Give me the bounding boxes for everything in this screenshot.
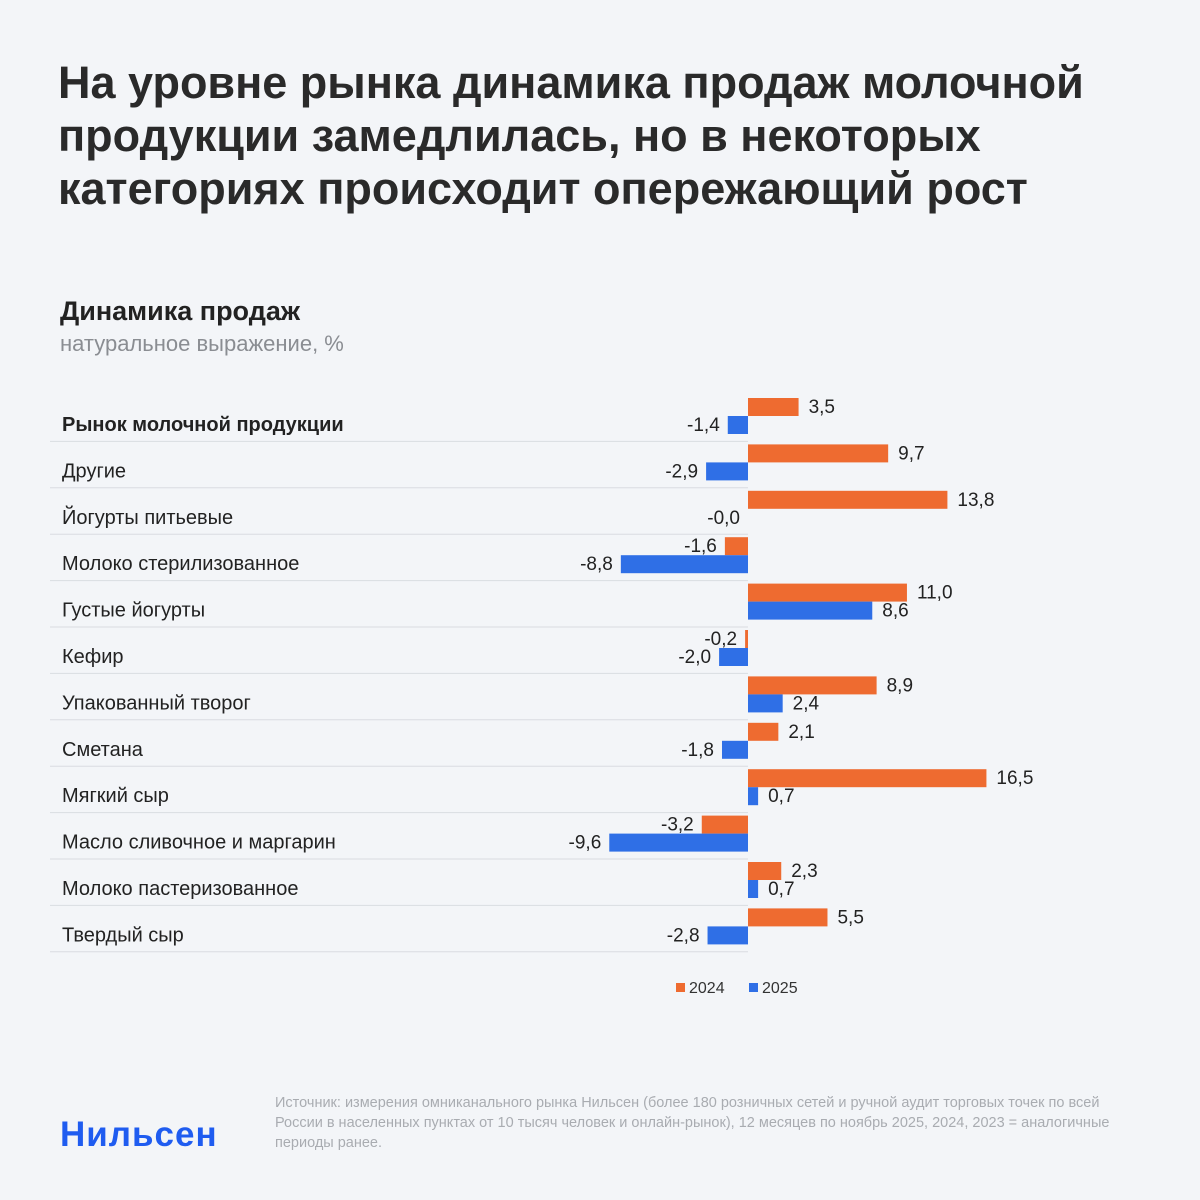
legend-label-2024: 2024	[689, 980, 725, 997]
value-label-2025: 8,6	[882, 601, 908, 622]
category-label: Молоко пастеризованное	[62, 878, 298, 900]
value-label-2025: -2,8	[667, 925, 700, 946]
category-label: Сметана	[62, 739, 144, 761]
bar-2024	[701, 815, 748, 834]
value-label-2025: 2,4	[793, 693, 820, 714]
nielsen-logo: Нильсен	[60, 1115, 218, 1154]
bar-2025	[748, 694, 783, 713]
bar-chart: Рынок молочной продукции 3,5 -1,4 Другие 9,7…	[50, 397, 1033, 997]
bar-2024	[724, 537, 748, 556]
chart-subtitle: натуральное выражение, %	[60, 331, 344, 356]
value-label-2024: 2,1	[788, 722, 814, 743]
category-label: Рынок молочной продукции	[62, 414, 344, 436]
category-label: Йогурты питьевые	[62, 505, 233, 529]
value-label-2024: 11,0	[917, 583, 953, 604]
value-label-2025: -2,9	[665, 461, 698, 482]
bar-2025	[706, 462, 748, 481]
value-label-2024: -0,2	[704, 629, 737, 650]
bar-2024	[748, 862, 782, 880]
value-label-2025: -0,0	[707, 508, 740, 529]
value-label-2024: 13,8	[957, 490, 994, 511]
bar-2024	[748, 722, 779, 741]
value-label-2025: 0,7	[768, 786, 794, 807]
value-label-2024: -1,6	[684, 536, 717, 557]
value-label-2025: -8,8	[580, 554, 613, 575]
category-label: Упакованный творог	[62, 692, 251, 714]
bar-2024	[748, 908, 828, 927]
value-label-2024: 3,5	[809, 397, 835, 418]
source-note: Источник: измерения омниканального рынка…	[275, 1095, 1110, 1151]
value-label-2024: 16,5	[996, 768, 1033, 789]
value-label-2025: -9,6	[569, 833, 602, 854]
value-label-2024: 8,9	[887, 675, 913, 696]
category-label: Густые йогурты	[62, 600, 205, 622]
bar-2025	[721, 740, 748, 759]
value-label-2024: -3,2	[661, 815, 694, 836]
category-label: Мягкий сыр	[62, 785, 169, 807]
value-label-2025: -1,8	[681, 740, 714, 761]
legend-swatch-2025	[749, 983, 758, 992]
category-label: Твердый сыр	[62, 924, 184, 946]
bar-2024	[748, 398, 799, 416]
bar-2024	[745, 630, 748, 648]
value-label-2025: -1,4	[687, 415, 720, 436]
bar-2025	[748, 880, 759, 898]
category-label: Молоко стерилизованное	[62, 553, 299, 575]
page-headline: На уровне рынка динамика продаж молочной…	[58, 57, 1084, 214]
legend-swatch-2024	[676, 983, 685, 992]
bar-2025	[727, 416, 748, 434]
bar-2025	[748, 787, 759, 806]
value-label-2024: 9,7	[898, 443, 924, 464]
chart-title: Динамика продаж	[60, 296, 300, 326]
legend-label-2025: 2025	[762, 980, 798, 997]
value-label-2025: 0,7	[768, 879, 794, 900]
bar-2025	[620, 555, 748, 574]
category-label: Другие	[62, 460, 126, 482]
bar-2024	[748, 676, 877, 695]
value-label-2025: -2,0	[678, 647, 711, 668]
value-label-2024: 5,5	[837, 907, 863, 928]
category-label: Масло сливочное и маргарин	[62, 832, 336, 854]
bar-2024	[748, 583, 907, 602]
bar-2025	[609, 833, 748, 852]
category-label: Кефир	[62, 646, 124, 668]
bar-2024	[748, 769, 987, 788]
bar-2025	[748, 601, 873, 620]
bar-2024	[748, 444, 889, 463]
bar-2024	[748, 490, 948, 509]
bar-2025	[707, 926, 748, 945]
value-label-2024: 2,3	[791, 861, 817, 882]
bar-2025	[719, 648, 748, 666]
